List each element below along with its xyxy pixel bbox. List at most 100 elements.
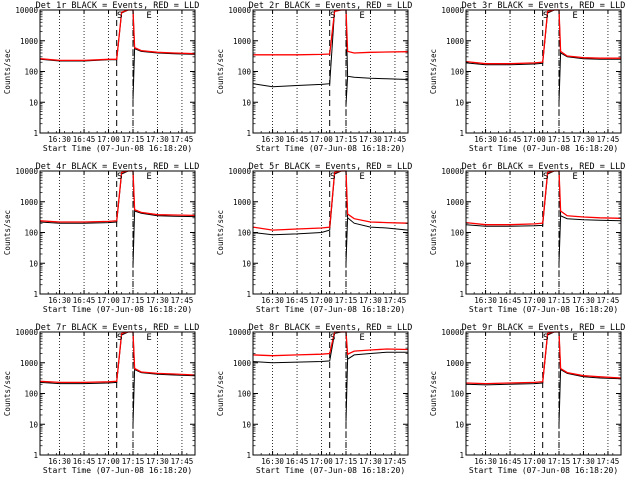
x-tick-label: 17:00 (523, 296, 546, 305)
panel-title: Det 3r BLACK = Events, RED = LLD (462, 1, 626, 11)
y-tick-label: 1000 (446, 37, 465, 46)
x-tick-label: 17:15 (122, 135, 145, 144)
x-tick-label: 16:30 (474, 457, 497, 466)
x-tick-label: 17:30 (146, 457, 169, 466)
x-tick-label: 16:30 (474, 135, 497, 144)
x-axis-label: Start Time (07-Jun-08 16:18:20) (43, 466, 192, 475)
y-tick-label: 10 (242, 98, 252, 107)
y-tick-label: 100 (237, 390, 251, 399)
x-tick-label: 16:30 (261, 296, 284, 305)
x-tick-label: 17:45 (171, 135, 194, 144)
x-tick-label: 17:00 (97, 296, 120, 305)
y-tick-label: 1000 (446, 359, 465, 368)
x-tick-label: 17:15 (335, 457, 358, 466)
y-tick-label: 1 (459, 129, 464, 138)
x-tick-label: 17:30 (359, 296, 382, 305)
y-axis-label: Counts/sec (216, 49, 225, 94)
x-tick-label: 17:15 (122, 296, 145, 305)
marker-s: S (543, 11, 548, 21)
x-tick-label: 17:15 (548, 296, 571, 305)
y-tick-label: 10 (455, 98, 465, 107)
x-tick-label: 17:15 (548, 135, 571, 144)
marker-s: S (330, 11, 335, 21)
y-tick-label: 10000 (441, 167, 464, 176)
y-axis-label: Counts/sec (3, 210, 12, 255)
x-tick-label: 16:30 (48, 457, 71, 466)
x-tick-label: 16:45 (499, 296, 522, 305)
y-tick-label: 10000 (228, 328, 251, 337)
panel-title: Det 8r BLACK = Events, RED = LLD (249, 323, 413, 333)
marker-s: S (117, 172, 122, 182)
x-tick-label: 17:30 (572, 457, 595, 466)
y-tick-label: 1 (33, 129, 38, 138)
x-axis-label: Start Time (07-Jun-08 16:18:20) (469, 466, 618, 475)
x-tick-label: 17:45 (597, 135, 620, 144)
y-tick-label: 100 (237, 68, 251, 77)
y-tick-label: 10000 (15, 328, 38, 337)
y-axis-label: Counts/sec (3, 49, 12, 94)
y-axis-label: Counts/sec (429, 49, 438, 94)
y-tick-label: 1000 (233, 37, 252, 46)
y-tick-label: 100 (450, 390, 464, 399)
panel-title: Det 4r BLACK = Events, RED = LLD (36, 162, 200, 172)
y-tick-label: 10 (242, 420, 252, 429)
marker-e: E (359, 333, 364, 343)
x-tick-label: 17:15 (122, 457, 145, 466)
y-tick-label: 1000 (446, 198, 465, 207)
x-axis-label: Start Time (07-Jun-08 16:18:20) (43, 144, 192, 153)
x-tick-label: 17:15 (335, 135, 358, 144)
marker-e: E (359, 11, 364, 21)
x-axis-label: Start Time (07-Jun-08 16:18:20) (256, 144, 405, 153)
y-tick-label: 1 (33, 451, 38, 460)
y-tick-label: 100 (450, 68, 464, 77)
y-tick-label: 10000 (441, 328, 464, 337)
x-tick-label: 16:30 (48, 135, 71, 144)
y-tick-label: 1 (246, 290, 251, 299)
y-tick-label: 100 (24, 229, 38, 238)
y-tick-label: 10 (29, 259, 39, 268)
y-tick-label: 10 (455, 420, 465, 429)
y-tick-label: 100 (24, 68, 38, 77)
panel-title: Det 6r BLACK = Events, RED = LLD (462, 162, 626, 172)
x-tick-label: 17:30 (359, 457, 382, 466)
x-tick-label: 17:15 (548, 457, 571, 466)
x-tick-label: 17:45 (597, 296, 620, 305)
x-axis-label: Start Time (07-Jun-08 16:18:20) (469, 305, 618, 314)
y-tick-label: 10000 (228, 6, 251, 15)
x-tick-label: 17:30 (572, 135, 595, 144)
x-tick-label: 16:45 (286, 457, 309, 466)
marker-s: S (543, 172, 548, 182)
x-tick-label: 17:45 (171, 457, 194, 466)
x-tick-label: 16:30 (261, 135, 284, 144)
y-tick-label: 1 (459, 290, 464, 299)
marker-e: E (572, 11, 577, 21)
x-tick-label: 16:45 (286, 135, 309, 144)
y-tick-label: 10 (29, 420, 39, 429)
x-axis-label: Start Time (07-Jun-08 16:18:20) (256, 466, 405, 475)
panel-title: Det 7r BLACK = Events, RED = LLD (36, 323, 200, 333)
y-tick-label: 10000 (228, 167, 251, 176)
marker-e: E (359, 172, 364, 182)
y-tick-label: 1 (33, 290, 38, 299)
marker-e: E (572, 172, 577, 182)
x-tick-label: 16:30 (261, 457, 284, 466)
y-axis-label: Counts/sec (216, 371, 225, 416)
marker-s: S (330, 172, 335, 182)
y-tick-label: 100 (450, 229, 464, 238)
y-tick-label: 1000 (233, 359, 252, 368)
panel-title: Det 2r BLACK = Events, RED = LLD (249, 1, 413, 11)
y-tick-label: 10 (29, 98, 39, 107)
x-axis-label: Start Time (07-Jun-08 16:18:20) (469, 144, 618, 153)
x-tick-label: 16:45 (73, 135, 96, 144)
x-tick-label: 17:00 (310, 457, 333, 466)
x-tick-label: 17:45 (597, 457, 620, 466)
